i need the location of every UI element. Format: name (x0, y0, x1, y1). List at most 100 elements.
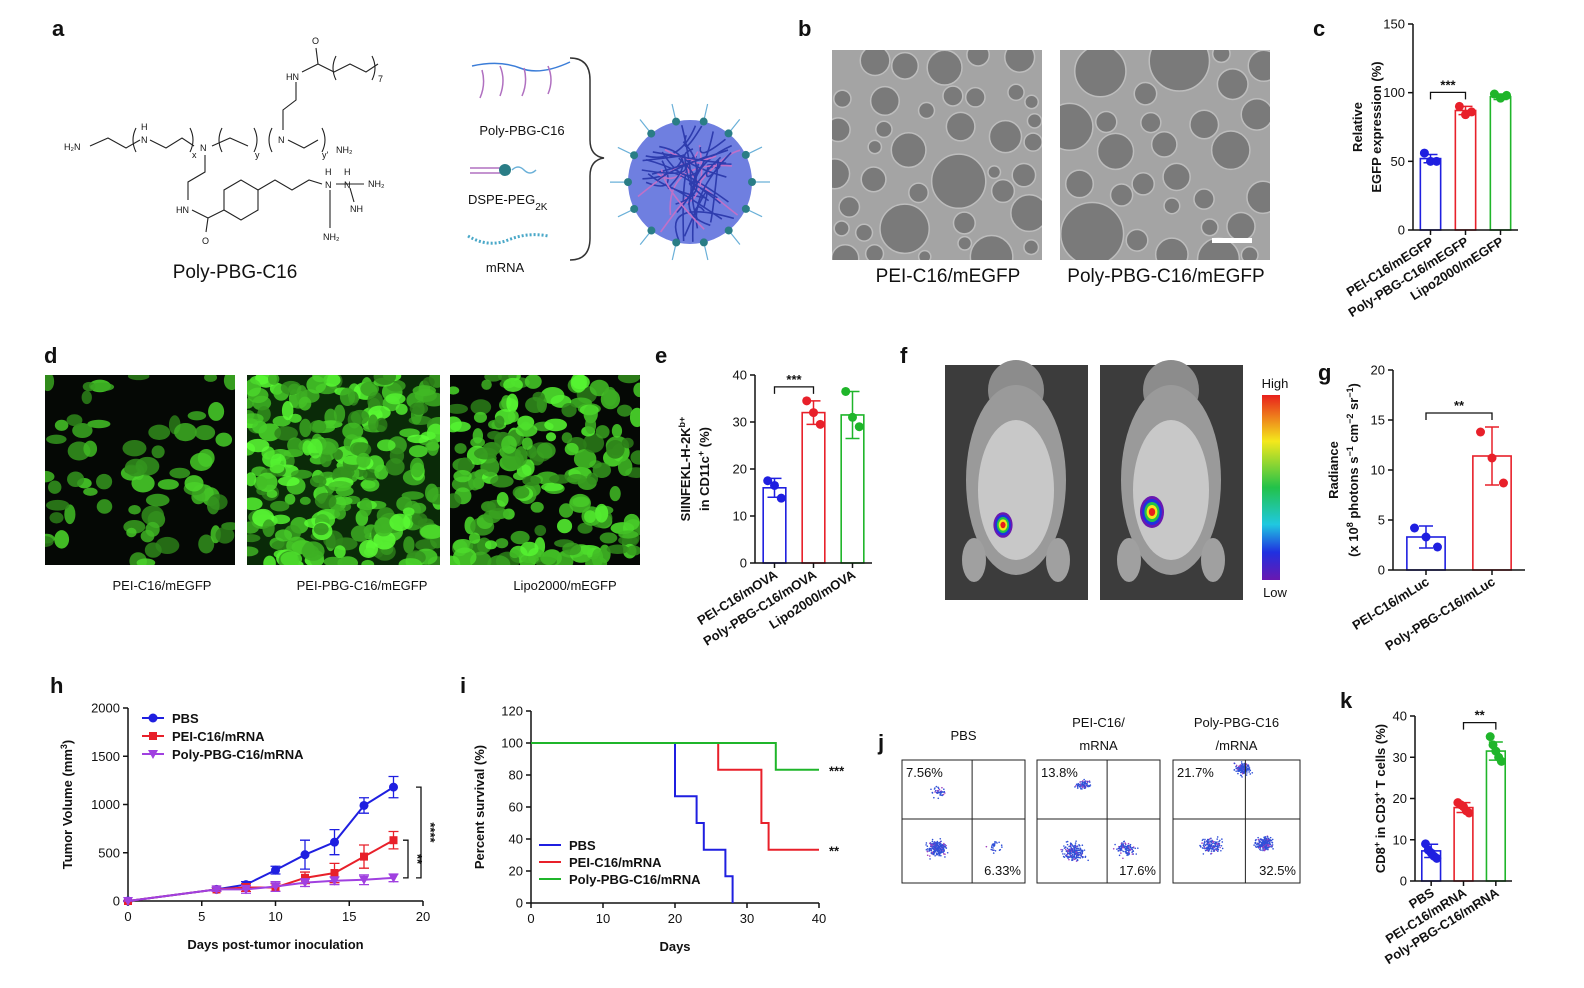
subscript: 2K (535, 202, 548, 213)
event-dot (1076, 786, 1079, 788)
particle-strand (688, 156, 722, 227)
legend-label: PEI-C16/mRNA (172, 729, 265, 744)
cell (487, 555, 511, 565)
cell (136, 558, 156, 565)
event-dot (1216, 842, 1218, 845)
cell (247, 497, 263, 511)
y-tick-label: 20 (509, 864, 523, 879)
bond (349, 187, 355, 203)
event-dot (994, 842, 996, 845)
cell (262, 519, 275, 538)
cell (473, 411, 487, 423)
text-run: cm (1346, 424, 1361, 446)
event-dot (1075, 856, 1078, 858)
event-dot (1079, 781, 1081, 783)
y-tick-label: 100 (1383, 85, 1405, 100)
y-tick-label: 10 (1371, 463, 1385, 478)
event-dot (1088, 785, 1091, 788)
event-dot (1257, 843, 1259, 845)
event-dot (940, 794, 942, 796)
event-dot (1077, 783, 1080, 785)
event-dot (1262, 849, 1264, 852)
cell (359, 497, 373, 517)
event-dot (1269, 836, 1272, 839)
event-dot (1135, 853, 1138, 855)
event-dot (1216, 844, 1219, 847)
event-dot (1241, 772, 1244, 775)
polymer-icon (471, 61, 571, 72)
event-dot (1063, 845, 1065, 847)
cell (480, 457, 500, 477)
event-dot (940, 846, 943, 848)
text-run: Radiance (1326, 441, 1341, 499)
event-dot (1212, 845, 1215, 848)
event-dot (1084, 780, 1087, 782)
data-point (1421, 532, 1431, 542)
event-dot (935, 791, 938, 794)
panel-label: f (900, 343, 908, 368)
particle-strand (688, 182, 718, 202)
peg-head (672, 238, 681, 247)
event-dot (1206, 846, 1209, 849)
cell (54, 419, 69, 431)
event-dot (1132, 850, 1134, 853)
cell (145, 493, 170, 507)
cell (360, 480, 376, 489)
event-dot (1261, 838, 1263, 841)
atom: 7 (378, 74, 383, 84)
cell (66, 414, 83, 427)
cell (320, 452, 332, 468)
x-tick-label: 0 (527, 911, 534, 926)
mouse-leg (1201, 538, 1225, 582)
event-dot (1237, 770, 1239, 772)
cell (583, 433, 605, 453)
data-point (1496, 756, 1506, 766)
cell (49, 512, 64, 524)
event-dot (935, 841, 937, 844)
event-dot (1243, 765, 1246, 767)
event-dot (1266, 838, 1269, 841)
event-dot (1121, 849, 1123, 852)
superscript: + (1372, 842, 1382, 847)
panel-label: k (1340, 688, 1353, 713)
event-dot (931, 843, 933, 846)
cell (522, 437, 533, 450)
event-dot (1243, 762, 1245, 765)
event-dot (1219, 839, 1221, 842)
cell (333, 404, 346, 424)
event-dot (1073, 847, 1076, 849)
event-dot (1068, 848, 1071, 851)
event-dot (1087, 780, 1089, 783)
tem-particle (1011, 162, 1037, 188)
fluorescence-image (450, 375, 640, 565)
marker (330, 869, 339, 878)
superscript: b+ (677, 417, 687, 428)
event-dot (934, 789, 937, 792)
marker (123, 897, 133, 906)
event-dot (1266, 842, 1269, 845)
event-dot (938, 788, 941, 791)
event-dot (1254, 845, 1257, 847)
text-run: CD8 (1373, 847, 1388, 873)
flow-plot (1036, 759, 1161, 884)
tem-particle (1189, 109, 1220, 140)
fluorescence-image (247, 375, 440, 565)
event-dot (1258, 846, 1261, 849)
event-dot (1220, 849, 1222, 852)
event-dot (1238, 770, 1240, 772)
cell (468, 532, 481, 544)
cell (521, 555, 539, 564)
event-dot (1087, 785, 1089, 788)
bond (282, 82, 297, 130)
cell (595, 425, 610, 439)
event-dot (1237, 772, 1239, 775)
marker (148, 750, 158, 759)
cell (356, 452, 371, 468)
event-dot (1221, 847, 1224, 850)
cell (284, 493, 296, 505)
event-dot (1131, 848, 1134, 851)
event-dot (1215, 845, 1218, 848)
event-dot (1240, 766, 1242, 768)
event-dot (1127, 842, 1130, 845)
event-dot (1221, 841, 1224, 843)
